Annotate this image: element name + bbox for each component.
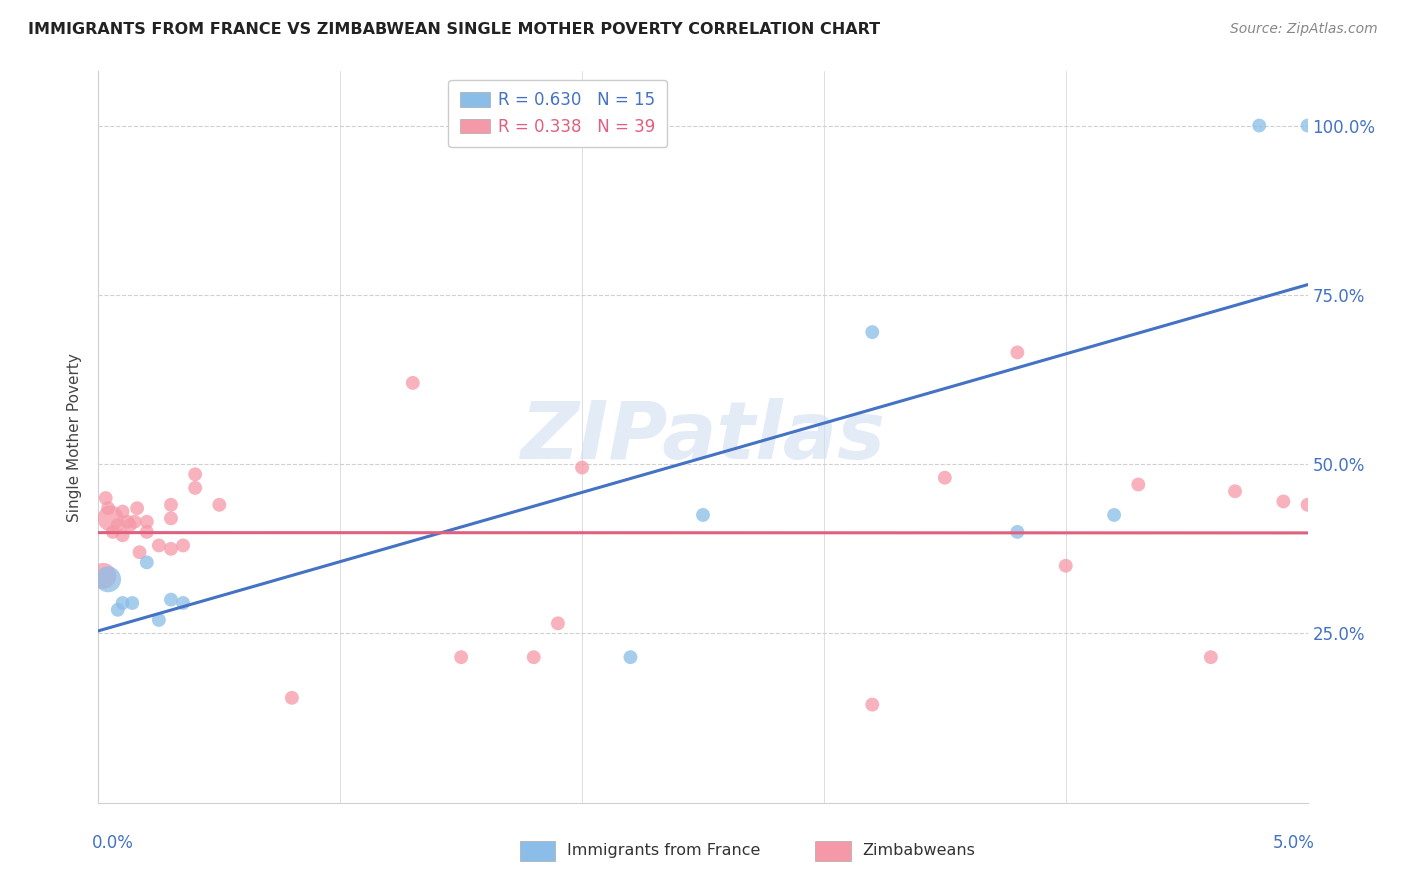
Point [1102,508,1125,522]
Text: 5.0%: 5.0% [1272,834,1315,852]
Point [107,603,129,617]
Point [111,596,134,610]
Text: IMMIGRANTS FROM FRANCE VS ZIMBABWEAN SINGLE MOTHER POVERTY CORRELATION CHART: IMMIGRANTS FROM FRANCE VS ZIMBABWEAN SIN… [28,22,880,37]
Point [1007,524,1029,539]
Point [547,616,569,631]
Point [523,650,546,665]
Point [121,596,143,610]
Point [148,538,170,552]
Point [172,538,194,552]
Point [208,498,231,512]
Point [1007,345,1029,359]
Point [107,518,129,533]
Y-axis label: Single Mother Poverty: Single Mother Poverty [67,352,83,522]
Point [135,515,157,529]
Point [160,511,183,525]
Point [1054,558,1077,573]
Point [619,650,641,665]
Point [172,596,194,610]
Text: ZIPatlas: ZIPatlas [520,398,886,476]
Point [1296,498,1319,512]
Legend: R = 0.630   N = 15, R = 0.338   N = 39: R = 0.630 N = 15, R = 0.338 N = 39 [449,79,668,147]
Point [450,650,472,665]
Point [148,613,170,627]
Point [1199,650,1222,665]
Point [111,528,134,542]
Point [160,592,183,607]
Point [91,569,114,583]
Point [934,471,956,485]
Point [127,501,149,516]
Point [97,572,120,586]
Point [135,555,157,569]
Point [281,690,304,705]
Point [1223,484,1246,499]
Point [160,541,183,556]
Point [97,501,120,516]
Point [118,518,141,533]
Point [117,515,139,529]
Point [184,481,207,495]
Point [160,498,183,512]
Point [1272,494,1295,508]
Point [111,505,134,519]
Point [94,491,117,505]
Point [692,508,714,522]
Point [101,524,124,539]
Point [1128,477,1150,491]
Point [1296,119,1319,133]
Point [128,545,150,559]
Point [571,460,593,475]
Point [860,325,883,339]
Point [1249,119,1271,133]
Point [135,524,157,539]
Point [100,511,122,525]
Point [860,698,883,712]
Point [124,515,146,529]
Text: 0.0%: 0.0% [91,834,134,852]
Point [184,467,207,482]
Text: Immigrants from France: Immigrants from France [567,844,761,858]
Text: Zimbabweans: Zimbabweans [862,844,974,858]
Text: Source: ZipAtlas.com: Source: ZipAtlas.com [1230,22,1378,37]
Point [402,376,425,390]
